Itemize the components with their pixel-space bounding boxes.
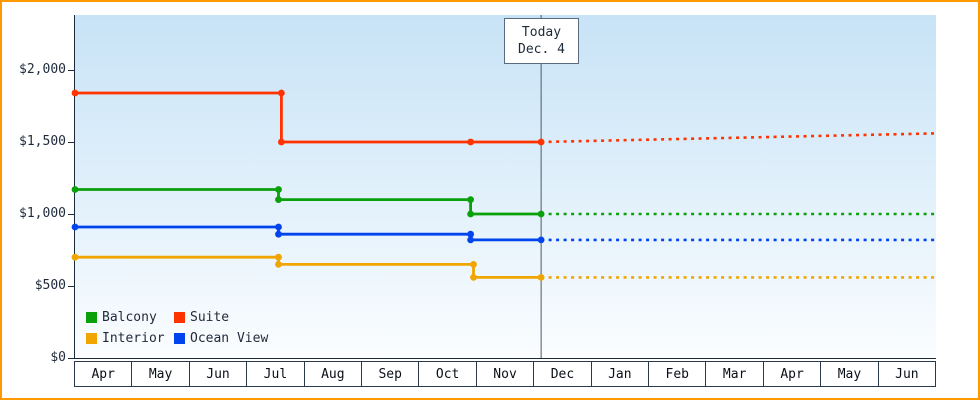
legend-item-balcony: Balcony bbox=[86, 310, 174, 325]
month-cell: Feb bbox=[648, 361, 707, 387]
month-cell: Aug bbox=[303, 361, 363, 387]
data-point-marker bbox=[467, 196, 474, 204]
data-point-marker bbox=[467, 236, 474, 244]
month-cell: Jan bbox=[590, 361, 650, 387]
legend-item-ocean-view: Ocean View bbox=[174, 331, 268, 346]
data-point-marker bbox=[467, 210, 474, 218]
legend-label: Ocean View bbox=[190, 331, 269, 346]
legend-label: Suite bbox=[190, 310, 230, 325]
legend-swatch-ocean-view bbox=[174, 333, 185, 344]
plot-area bbox=[74, 15, 936, 359]
data-point-marker bbox=[537, 210, 545, 218]
data-point-marker bbox=[71, 186, 79, 193]
month-cell: Apr bbox=[74, 361, 133, 387]
data-point-marker bbox=[278, 138, 285, 146]
month-cell: Mar bbox=[705, 361, 764, 387]
legend-label: Balcony bbox=[102, 310, 157, 325]
data-point-marker bbox=[275, 261, 282, 268]
month-cell: Jun bbox=[188, 361, 248, 387]
data-point-marker bbox=[275, 253, 282, 261]
series-line-ocean-view bbox=[75, 225, 542, 242]
today-label-line2: Dec. 4 bbox=[518, 42, 565, 57]
legend-item-suite: Suite bbox=[174, 310, 268, 325]
month-cell: May bbox=[131, 361, 190, 387]
data-point-marker bbox=[537, 236, 545, 244]
series-markers-ocean-view bbox=[71, 223, 545, 244]
chart-legend: Balcony Suite Interior Ocean View bbox=[86, 310, 268, 346]
series-markers-interior bbox=[71, 253, 545, 281]
data-point-marker bbox=[537, 274, 545, 281]
month-cell: May bbox=[820, 361, 879, 387]
data-point-marker bbox=[470, 261, 477, 268]
month-cell: Jun bbox=[877, 361, 937, 387]
series-line-suite bbox=[75, 91, 542, 144]
legend-swatch-interior bbox=[86, 333, 97, 344]
series-line-interior bbox=[75, 255, 542, 279]
data-point-marker bbox=[275, 186, 282, 193]
data-point-marker bbox=[275, 223, 282, 231]
data-point-marker bbox=[537, 138, 545, 146]
data-point-marker bbox=[275, 230, 282, 238]
series-markers-balcony bbox=[71, 186, 545, 218]
data-point-marker bbox=[467, 230, 474, 238]
legend-label: Interior bbox=[102, 331, 165, 346]
month-cell: Apr bbox=[762, 361, 822, 387]
series-forecast-suite bbox=[541, 132, 936, 144]
today-label-line1: Today bbox=[521, 25, 562, 40]
x-axis-months: Apr May Jun Jul Aug Sep Oct Nov Dec Jan Feb Mar Apr M… bbox=[74, 361, 937, 387]
legend-swatch-balcony bbox=[86, 312, 97, 323]
month-cell: Oct bbox=[418, 361, 477, 387]
month-cell: Nov bbox=[475, 361, 535, 387]
data-point-marker bbox=[467, 138, 474, 146]
data-point-marker bbox=[275, 196, 282, 204]
month-cell: Sep bbox=[361, 361, 420, 387]
month-cell: Dec bbox=[533, 361, 592, 387]
data-point-marker bbox=[278, 89, 285, 97]
series-markers-suite bbox=[71, 89, 545, 146]
data-point-marker bbox=[71, 223, 79, 231]
legend-swatch-suite bbox=[174, 312, 185, 323]
data-point-marker bbox=[470, 274, 477, 281]
today-marker-label: Today Dec. 4 bbox=[504, 18, 579, 64]
month-cell: Jul bbox=[246, 361, 305, 387]
series-line-balcony bbox=[75, 188, 542, 216]
data-point-marker bbox=[71, 253, 79, 261]
data-point-marker bbox=[71, 89, 79, 97]
legend-item-interior: Interior bbox=[86, 331, 174, 346]
